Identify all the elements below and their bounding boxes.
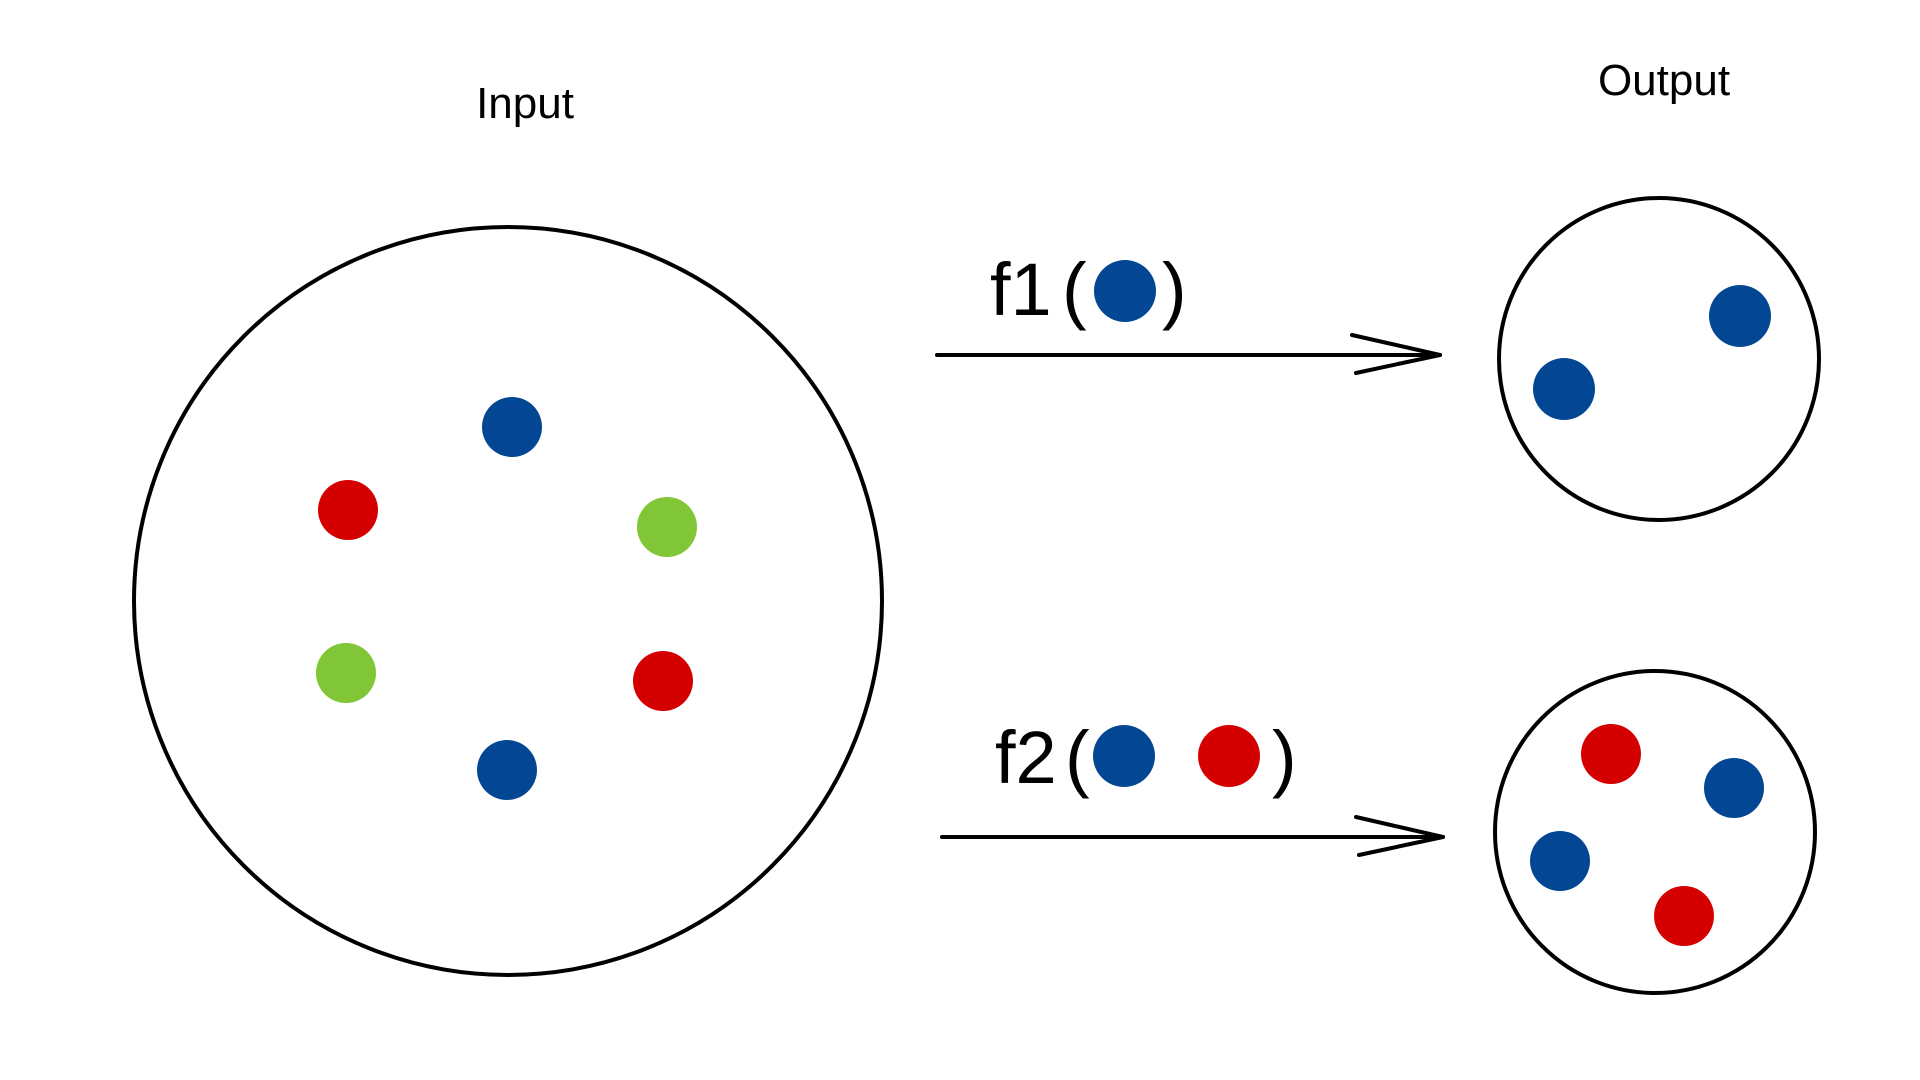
output-dots-f1 <box>1533 285 1771 420</box>
f2-output-red-dot <box>1654 886 1714 946</box>
output-label: Output <box>1598 56 1730 105</box>
f2-output-red-dot <box>1581 724 1641 784</box>
arrow-f1 <box>935 333 1442 375</box>
input-blue-dot <box>482 397 542 457</box>
input-green-dot <box>316 643 376 703</box>
input-set-circle <box>132 225 884 977</box>
input-red-dot <box>633 651 693 711</box>
f2-argument-blue-dot <box>1093 725 1155 787</box>
function-name-f2: f2 <box>995 716 1057 799</box>
mapping-f2: f2 ( ) <box>940 669 1817 995</box>
function-name-f1: f1 <box>990 248 1052 331</box>
output-dots-f2 <box>1530 724 1764 946</box>
output-set-f2-circle <box>1493 669 1817 995</box>
arrow-head-f2 <box>1354 815 1445 857</box>
input-label: Input <box>476 79 574 128</box>
f1-argument-blue-dot <box>1094 260 1156 322</box>
close-paren-f2: ) <box>1272 716 1297 799</box>
output-set-f1-circle <box>1497 196 1821 522</box>
open-paren-f2: ( <box>1065 716 1090 799</box>
f1-output-blue-dot <box>1533 358 1595 420</box>
argument-dots-f2 <box>1093 725 1260 787</box>
f2-output-blue-dot <box>1704 758 1764 818</box>
open-paren-f1: ( <box>1062 248 1087 331</box>
mapping-f1: f1 ( ) <box>935 196 1821 522</box>
f1-output-blue-dot <box>1709 285 1771 347</box>
input-blue-dot <box>477 740 537 800</box>
f2-output-blue-dot <box>1530 831 1590 891</box>
input-dots <box>316 397 697 800</box>
f2-argument-red-dot <box>1198 725 1260 787</box>
input-red-dot <box>318 480 378 540</box>
arrow-head-f1 <box>1350 333 1442 375</box>
arrow-f2 <box>940 815 1445 857</box>
input-green-dot <box>637 497 697 557</box>
argument-dots-f1 <box>1094 260 1156 322</box>
close-paren-f1: ) <box>1162 248 1187 331</box>
